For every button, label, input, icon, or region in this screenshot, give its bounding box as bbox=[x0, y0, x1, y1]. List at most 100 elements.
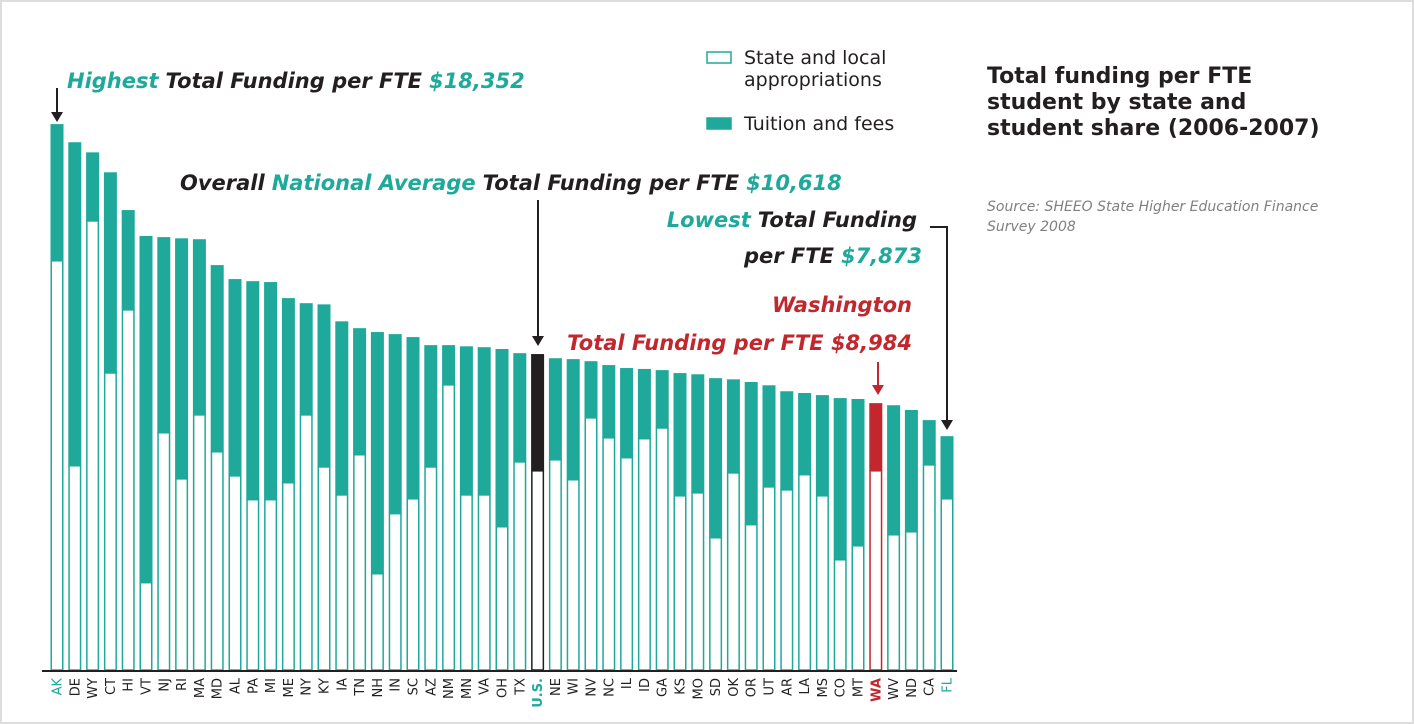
bar-segment bbox=[246, 498, 260, 671]
bar-segment bbox=[833, 398, 847, 560]
bar-segment bbox=[815, 495, 829, 671]
bar-segment bbox=[495, 348, 509, 527]
x-tick-label: NE bbox=[549, 678, 564, 696]
annotation: Overall National Average Total Funding per… bbox=[180, 171, 842, 195]
x-tick-label: LA bbox=[798, 678, 813, 695]
bar-segment bbox=[602, 437, 616, 671]
bar-segment bbox=[86, 152, 100, 221]
bar-segment bbox=[922, 464, 936, 671]
bar-segment bbox=[780, 489, 794, 671]
x-tick-label: RI bbox=[175, 678, 190, 691]
bar-segment bbox=[726, 379, 740, 473]
x-tick-label: NM bbox=[442, 678, 457, 699]
x-tick-label: PA bbox=[246, 678, 261, 694]
x-tick-label: CA bbox=[923, 678, 938, 696]
bar-segment bbox=[637, 437, 651, 671]
bar-segment bbox=[299, 303, 313, 415]
bar-segment bbox=[317, 304, 331, 467]
x-tick-label: ID bbox=[638, 678, 653, 692]
annotation-part: $7,873 bbox=[841, 244, 922, 268]
x-tick-label: NV bbox=[585, 678, 600, 697]
bar-segment bbox=[744, 523, 758, 671]
x-tick-label: OH bbox=[496, 678, 511, 698]
x-tick-label: WV bbox=[887, 678, 902, 700]
annotation-part: Highest bbox=[67, 69, 159, 93]
bar-segment bbox=[335, 494, 349, 671]
annotation: per FTE $7,873 bbox=[743, 244, 922, 268]
bar-segment bbox=[246, 281, 260, 500]
annotation: Total Funding per FTE $8,984 bbox=[567, 331, 912, 355]
chart: AK DE WY CT HI VT NJ RI MA MD AL PA MI ME NY KY IA TN NH IN… bbox=[42, 47, 957, 708]
chart-title: Total funding per FTE student by state a… bbox=[987, 64, 1320, 141]
bar-segment bbox=[584, 417, 598, 671]
arrow-head bbox=[941, 420, 953, 430]
bar-segment bbox=[851, 545, 865, 671]
bar-segment bbox=[210, 265, 224, 452]
bar-segment bbox=[228, 279, 242, 476]
x-tick-label: WA bbox=[869, 678, 884, 702]
x-tick-label: ME bbox=[282, 678, 297, 697]
x-tick-label: OK bbox=[727, 678, 742, 697]
annotation-part: per FTE bbox=[743, 244, 835, 268]
x-tick-label: SC bbox=[407, 678, 422, 695]
bar-segment bbox=[157, 237, 171, 433]
bar-segment bbox=[406, 337, 420, 499]
x-tick-label: HI bbox=[122, 678, 137, 692]
x-tick-label: TX bbox=[513, 678, 528, 696]
bar-segment bbox=[513, 353, 527, 462]
bar-segment bbox=[637, 368, 651, 439]
x-tick-label: WI bbox=[567, 678, 582, 695]
bar-segment bbox=[86, 220, 100, 671]
bar-segment bbox=[762, 486, 776, 671]
x-tick-label: TN bbox=[353, 678, 368, 697]
bar-segment bbox=[442, 384, 456, 671]
bar-segment bbox=[406, 498, 420, 671]
legend-label: State and local bbox=[744, 47, 886, 69]
bar-segment bbox=[798, 393, 812, 475]
bar-segment bbox=[353, 454, 367, 671]
bar-segment bbox=[388, 512, 402, 671]
bar-segment bbox=[210, 451, 224, 671]
bar-segment bbox=[121, 210, 135, 310]
bar-segment bbox=[709, 378, 723, 538]
bar-segment bbox=[940, 498, 954, 671]
bar-segment bbox=[655, 427, 669, 671]
bar-segment bbox=[869, 470, 883, 671]
bar-segment bbox=[103, 372, 117, 671]
arrow-head bbox=[872, 385, 884, 395]
bar-segment bbox=[566, 479, 580, 671]
annotation: Lowest Total Funding bbox=[667, 208, 917, 232]
bar-segment bbox=[548, 358, 562, 460]
bar-segment bbox=[264, 282, 278, 500]
x-tick-label: VT bbox=[140, 678, 155, 695]
bar-segment bbox=[353, 328, 367, 455]
bar-segment bbox=[139, 235, 153, 583]
x-tick-label: KS bbox=[674, 678, 689, 695]
bar-segment bbox=[620, 368, 634, 458]
bar-segment bbox=[370, 332, 384, 574]
annotation-part: Total Funding per FTE bbox=[483, 171, 740, 195]
bar-segment bbox=[726, 472, 740, 671]
bar-segment bbox=[780, 391, 794, 490]
bar-segment bbox=[121, 309, 135, 671]
x-tick-label: AZ bbox=[424, 678, 439, 696]
bar-segment bbox=[50, 260, 64, 671]
bar-segment bbox=[691, 492, 705, 671]
x-tick-label: VA bbox=[478, 678, 493, 695]
x-tick-label: U.S. bbox=[531, 678, 546, 708]
bar-segment bbox=[317, 466, 331, 671]
bar-segment bbox=[477, 494, 491, 671]
source: Source: SHEEO State Higher Education Fin… bbox=[987, 199, 1319, 235]
bar-segment bbox=[281, 481, 295, 671]
bar-segment bbox=[495, 526, 509, 671]
x-tick-label: DE bbox=[68, 678, 83, 696]
bar-segment bbox=[744, 382, 758, 525]
annotation-part: Total Funding per FTE bbox=[166, 69, 423, 93]
annotation-part: $18,352 bbox=[429, 69, 525, 93]
x-tick-label: MO bbox=[691, 678, 706, 699]
bar-segment bbox=[139, 581, 153, 671]
annotation-part: $10,618 bbox=[746, 171, 842, 195]
x-tick-label: AL bbox=[229, 677, 244, 694]
bar-segment bbox=[620, 456, 634, 671]
bar-segment bbox=[904, 409, 918, 532]
